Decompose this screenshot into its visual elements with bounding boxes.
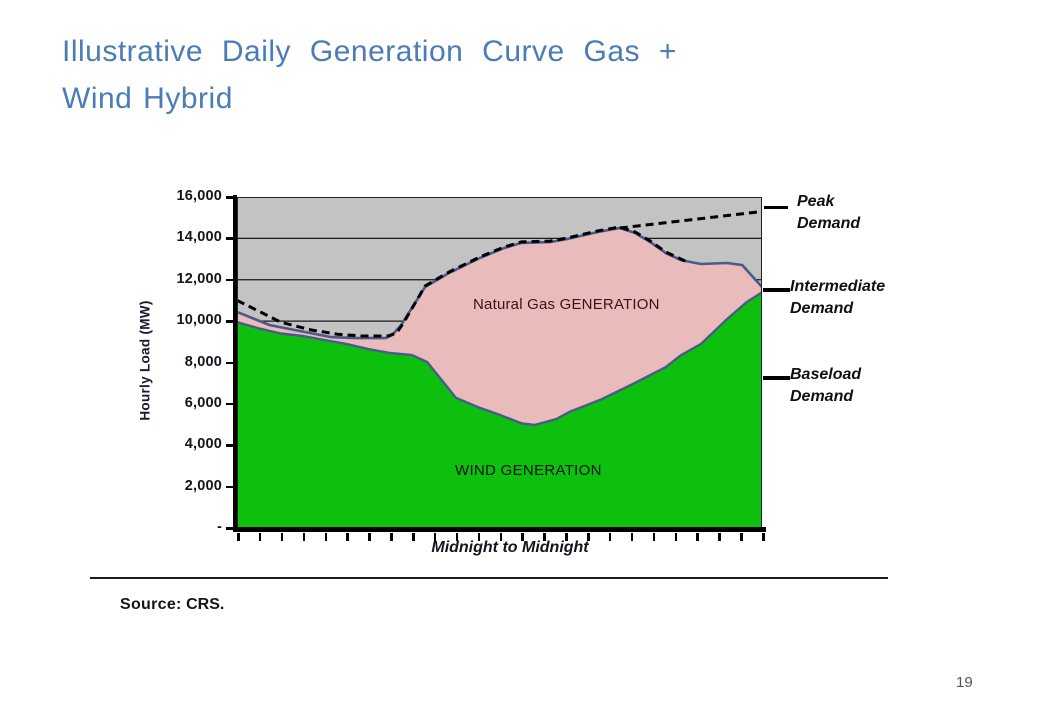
x-tick-mark [630,533,634,541]
source-value: CRS. [186,596,225,613]
y-tick-mark [226,527,234,530]
slide-title-line2: Wind Hybrid [62,82,233,115]
x-tick-mark [521,533,524,541]
x-tick-mark [368,533,371,541]
source-line: Source: CRS. [120,596,224,614]
x-axis-label: Midnight to Midnight [431,539,589,556]
baseload-demand-tick [763,376,790,380]
x-tick-mark [543,533,546,541]
y-tick-mark [226,196,234,199]
y-tick-label-4,000: 4,000 [184,436,222,453]
y-tick-mark [226,361,234,364]
y-tick-label-16,000: 16,000 [176,188,222,204]
wind-curve [237,291,762,427]
source-label: Source: [120,596,182,613]
y-tick-mark [226,237,234,240]
x-tick-mark [258,533,262,541]
x-tick-mark [608,533,612,541]
x-tick-mark [674,533,677,541]
x-tick-mark [280,533,284,541]
x-tick-mark [587,533,590,541]
intermediate-demand-label-line1: Intermediate [790,278,886,295]
y-tick-mark [226,402,234,406]
x-tick-mark [740,533,743,541]
y-tick-mark [226,278,234,282]
x-tick-mark [433,533,437,541]
y-tick-label-10,000: 10,000 [176,312,222,329]
chart-plot-area [237,197,762,528]
y-tick-label-8,000: 8,000 [184,353,222,370]
x-axis-tick-marks [237,533,765,542]
baseload-demand-label-line2: Demand [790,388,854,405]
page-number: 19 [956,674,973,691]
intermediate-demand-label: Intermediate Demand [790,276,885,320]
slide-title: Illustrative Daily Generation Curve Gas … [62,28,822,122]
footer-divider-line [90,577,888,579]
y-tick-label-14,000: 14,000 [176,229,222,246]
peak-demand-trend-line [619,210,762,230]
y-tick-label-12,000: 12,000 [176,270,222,287]
y-tick-label-2,000: 2,000 [184,477,222,494]
slide-title-line1: Illustrative Daily Generation Curve Gas … [62,35,677,68]
x-tick-mark [455,533,459,541]
demand-dashed-line [237,225,689,338]
peak-demand-label: Peak Demand [797,191,860,235]
intermediate-demand-tick [763,288,790,292]
y-axis-tick-marks [226,196,234,537]
wind-area-label: WIND GENERATION [455,462,602,479]
baseload-demand-label-line1: Baseload [790,366,862,383]
y-tick-label--: - [216,519,222,535]
peak-demand-tick [764,206,788,209]
intermediate-demand-label-line2: Demand [790,300,854,317]
x-tick-mark [390,533,393,541]
peak-demand-label-line1: Peak [797,193,835,210]
y-axis-line [233,195,237,532]
peak-demand-label-line2: Demand [797,215,861,232]
x-tick-mark [237,533,240,541]
x-tick-mark [762,533,765,541]
x-tick-mark [346,533,349,541]
x-tick-mark [499,533,502,541]
x-tick-mark [565,533,568,541]
x-tick-mark [302,533,306,541]
y-tick-mark [226,320,234,323]
y-tick-mark [226,485,234,489]
generation-chart [237,197,762,528]
x-tick-mark [412,533,415,541]
x-tick-mark [652,533,656,541]
x-tick-mark [477,533,481,541]
baseload-demand-label: Baseload Demand [790,364,861,408]
y-tick-mark [226,444,234,447]
y-tick-label-6,000: 6,000 [184,394,222,411]
x-tick-mark [718,533,721,541]
x-axis-line [233,527,766,532]
x-tick-mark [696,533,699,541]
x-tick-mark [324,533,327,541]
wind-area [237,292,762,528]
y-axis-tick-labels: 16,000 14,000 12,000 10,000 8,000 6,000 4,000 2… [150,188,226,537]
natural-gas-area-label: Natural Gas GENERATION [473,296,660,313]
